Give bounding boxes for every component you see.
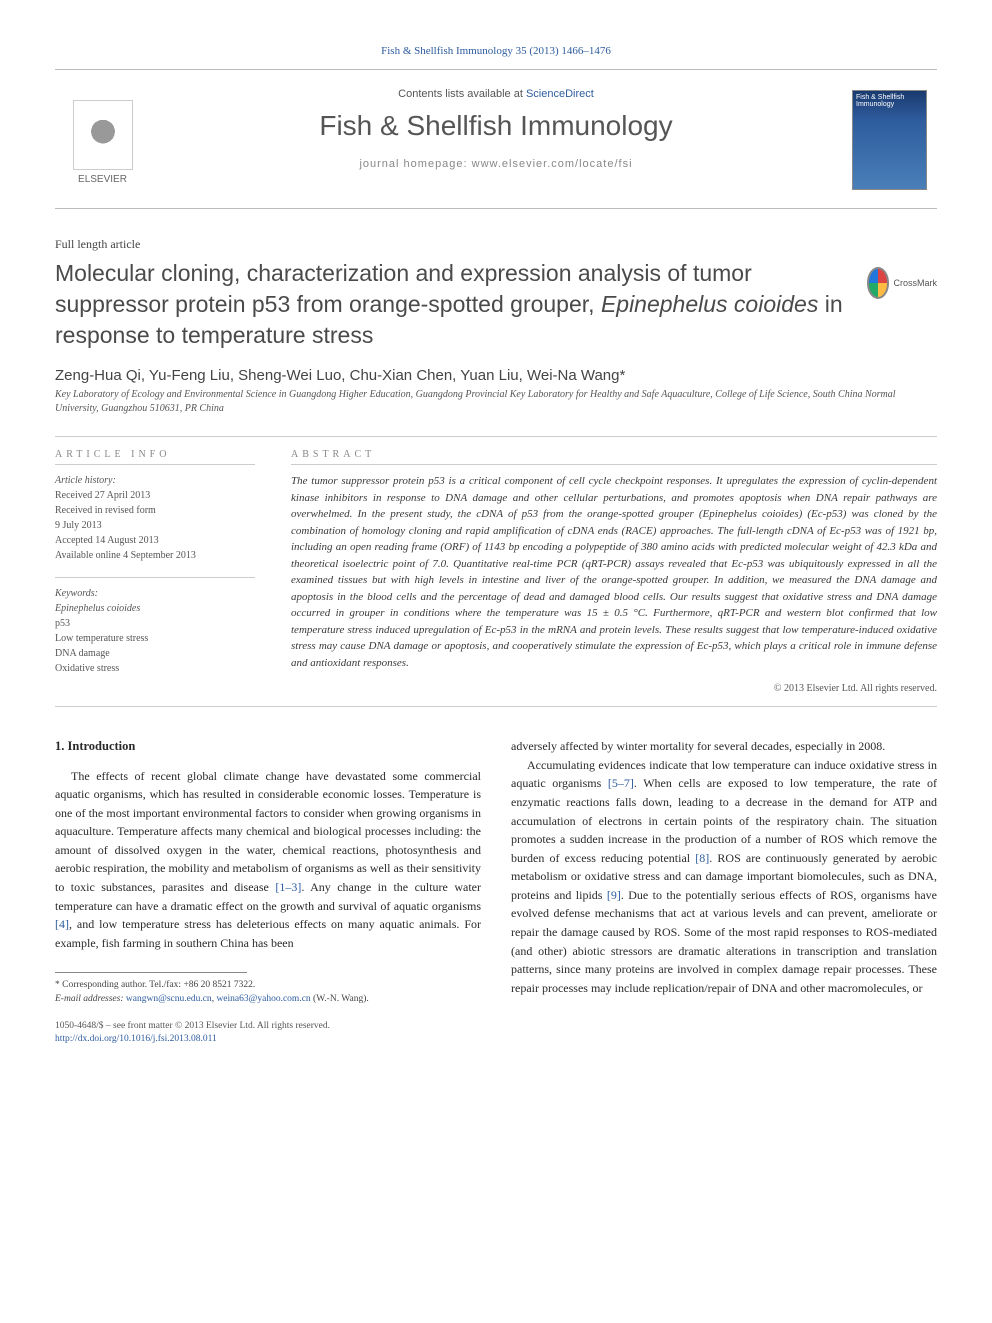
journal-reference: Fish & Shellfish Immunology 35 (2013) 14…	[55, 45, 937, 57]
ref-link-9[interactable]: [9]	[607, 888, 621, 902]
intro-paragraph-1: The effects of recent global climate cha…	[55, 767, 481, 953]
history-received: Received 27 April 2013	[55, 488, 255, 503]
journal-title: Fish & Shellfish Immunology	[55, 110, 937, 142]
article-title: Molecular cloning, characterization and …	[55, 258, 855, 351]
info-rule	[55, 464, 255, 465]
keywords-label: Keywords:	[55, 586, 255, 601]
abstract-copyright: © 2013 Elsevier Ltd. All rights reserved…	[291, 683, 937, 694]
intro-paragraph-2: adversely affected by winter mortality f…	[511, 737, 937, 756]
front-matter-meta: 1050-4648/$ – see front matter © 2013 El…	[55, 1020, 481, 1047]
intro-p3d: . Due to the potentially serious effects…	[511, 888, 937, 995]
introduction-heading: 1. Introduction	[55, 737, 481, 756]
footnote-rule	[55, 972, 247, 973]
contents-available-text: Contents lists available at	[398, 88, 526, 100]
info-rule-2	[55, 577, 255, 578]
author-list: Zeng-Hua Qi, Yu-Feng Liu, Sheng-Wei Luo,…	[55, 367, 937, 384]
ref-link-4[interactable]: [4]	[55, 917, 69, 931]
article-history-block: Article history: Received 27 April 2013 …	[55, 473, 255, 563]
article-info-sidebar: ARTICLE INFO Article history: Received 2…	[55, 449, 255, 694]
intro-p1a: The effects of recent global climate cha…	[55, 769, 481, 895]
doi-link[interactable]: http://dx.doi.org/10.1016/j.fsi.2013.08.…	[55, 1034, 217, 1044]
title-species-italic: Epinephelus coioides	[601, 291, 818, 317]
sciencedirect-link[interactable]: ScienceDirect	[526, 88, 594, 100]
abstract-block: ABSTRACT The tumor suppressor protein p5…	[291, 449, 937, 694]
body-two-column: 1. Introduction The effects of recent gl…	[55, 737, 937, 1047]
article-type-label: Full length article	[55, 237, 937, 252]
keyword-1: Epinephelus coioides	[55, 601, 255, 616]
history-revised1: Received in revised form	[55, 503, 255, 518]
intro-paragraph-3: Accumulating evidences indicate that low…	[511, 756, 937, 998]
abstract-text: The tumor suppressor protein p53 is a cr…	[291, 473, 937, 671]
keyword-2: p53	[55, 616, 255, 631]
crossmark-badge[interactable]: CrossMark	[867, 258, 937, 308]
email-link-2[interactable]: weina63@yahoo.com.cn	[216, 994, 310, 1004]
column-right: adversely affected by winter mortality f…	[511, 737, 937, 1047]
keyword-3: Low temperature stress	[55, 631, 255, 646]
corresponding-author-footnote: * Corresponding author. Tel./fax: +86 20…	[55, 979, 481, 1006]
article-info-heading: ARTICLE INFO	[55, 449, 255, 460]
history-label: Article history:	[55, 473, 255, 488]
crossmark-icon	[867, 267, 889, 299]
elsevier-label: ELSEVIER	[65, 174, 140, 185]
column-left: 1. Introduction The effects of recent gl…	[55, 737, 481, 1047]
history-accepted: Accepted 14 August 2013	[55, 533, 255, 548]
email-link-1[interactable]: wangwn@scnu.edu.cn	[126, 994, 212, 1004]
journal-header-bar: ELSEVIER Fish & Shellfish Immunology Con…	[55, 69, 937, 209]
elsevier-logo: ELSEVIER	[65, 100, 140, 185]
intro-p1c: , and low temperature stress has deleter…	[55, 917, 481, 950]
keyword-4: DNA damage	[55, 646, 255, 661]
abstract-heading: ABSTRACT	[291, 449, 937, 460]
email-line: E-mail addresses: wangwn@scnu.edu.cn, we…	[55, 993, 481, 1006]
journal-homepage-line: journal homepage: www.elsevier.com/locat…	[55, 158, 937, 170]
history-revised2: 9 July 2013	[55, 518, 255, 533]
ref-link-5-7[interactable]: [5–7]	[608, 776, 634, 790]
cover-title: Fish & Shellfish Immunology	[853, 91, 926, 111]
corresponding-line: * Corresponding author. Tel./fax: +86 20…	[55, 979, 481, 992]
abstract-rule	[291, 464, 937, 465]
journal-cover-thumbnail: Fish & Shellfish Immunology	[852, 90, 927, 190]
contents-available-line: Contents lists available at ScienceDirec…	[55, 88, 937, 100]
crossmark-label: CrossMark	[893, 278, 937, 288]
email-tail: (W.-N. Wang).	[311, 994, 369, 1004]
affiliation: Key Laboratory of Ecology and Environmen…	[55, 388, 937, 416]
ref-link-8[interactable]: [8]	[695, 851, 709, 865]
elsevier-tree-icon	[73, 100, 133, 170]
email-label: E-mail addresses:	[55, 994, 126, 1004]
keyword-5: Oxidative stress	[55, 661, 255, 676]
issn-line: 1050-4648/$ – see front matter © 2013 El…	[55, 1020, 481, 1033]
history-online: Available online 4 September 2013	[55, 548, 255, 563]
ref-link-1-3[interactable]: [1–3]	[275, 880, 301, 894]
keywords-block: Keywords: Epinephelus coioides p53 Low t…	[55, 586, 255, 676]
